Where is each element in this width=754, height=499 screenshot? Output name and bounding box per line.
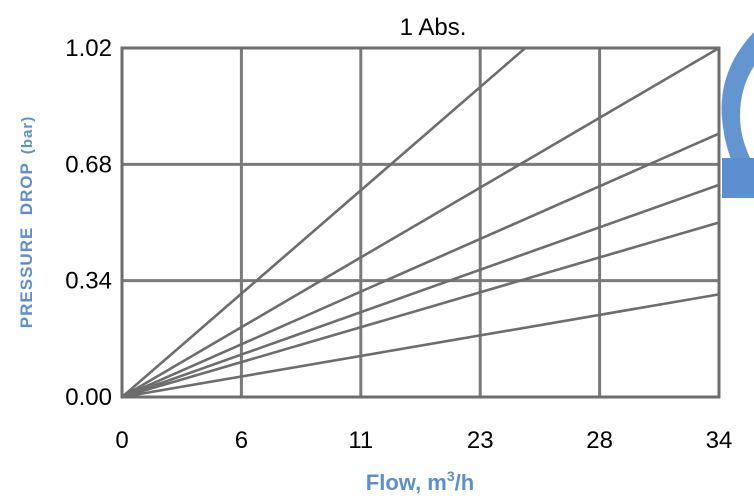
x-tick-label: 34 xyxy=(706,427,733,454)
x-axis-label: Flow, m3/h xyxy=(366,468,474,495)
series-line-3 xyxy=(122,132,719,397)
y-tick-label: 0.34 xyxy=(65,268,112,295)
series-lines xyxy=(122,48,719,397)
y-tick-label: 1.02 xyxy=(65,35,112,62)
series-line-1 xyxy=(122,48,528,397)
y-axis-label: PRESSURE DROP (bar) xyxy=(17,116,36,328)
grid-lines xyxy=(122,48,719,397)
y-tick-labels: 0.00 0.34 0.68 1.02 xyxy=(65,35,112,411)
plot-frame xyxy=(120,46,721,399)
x-tick-label: 11 xyxy=(348,427,373,454)
y-axis-label-main: PRESSURE DROP xyxy=(17,162,36,328)
y-axis-label-unit: (bar) xyxy=(19,116,36,154)
decorative-c-shape xyxy=(721,32,754,198)
series-line-6 xyxy=(122,293,719,397)
decorative-block-shape xyxy=(722,158,754,198)
series-line-2 xyxy=(122,48,719,397)
x-tick-label: 6 xyxy=(235,427,248,454)
x-tick-label: 28 xyxy=(586,427,613,454)
y-tick-label: 0.68 xyxy=(65,151,112,178)
series-line-4 xyxy=(122,183,719,397)
x-tick-label: 23 xyxy=(467,427,494,454)
chart-title: 1 Abs. xyxy=(400,14,467,41)
x-axis-label-sup: 3 xyxy=(447,468,455,484)
series-line-5 xyxy=(122,221,719,397)
x-tick-labels: 0 6 11 23 28 34 xyxy=(115,427,732,454)
y-tick-label: 0.00 xyxy=(65,384,112,411)
x-axis-label-main: Flow, m xyxy=(366,470,447,495)
x-tick-label: 0 xyxy=(115,427,128,454)
x-axis-label-suffix: /h xyxy=(455,470,475,495)
